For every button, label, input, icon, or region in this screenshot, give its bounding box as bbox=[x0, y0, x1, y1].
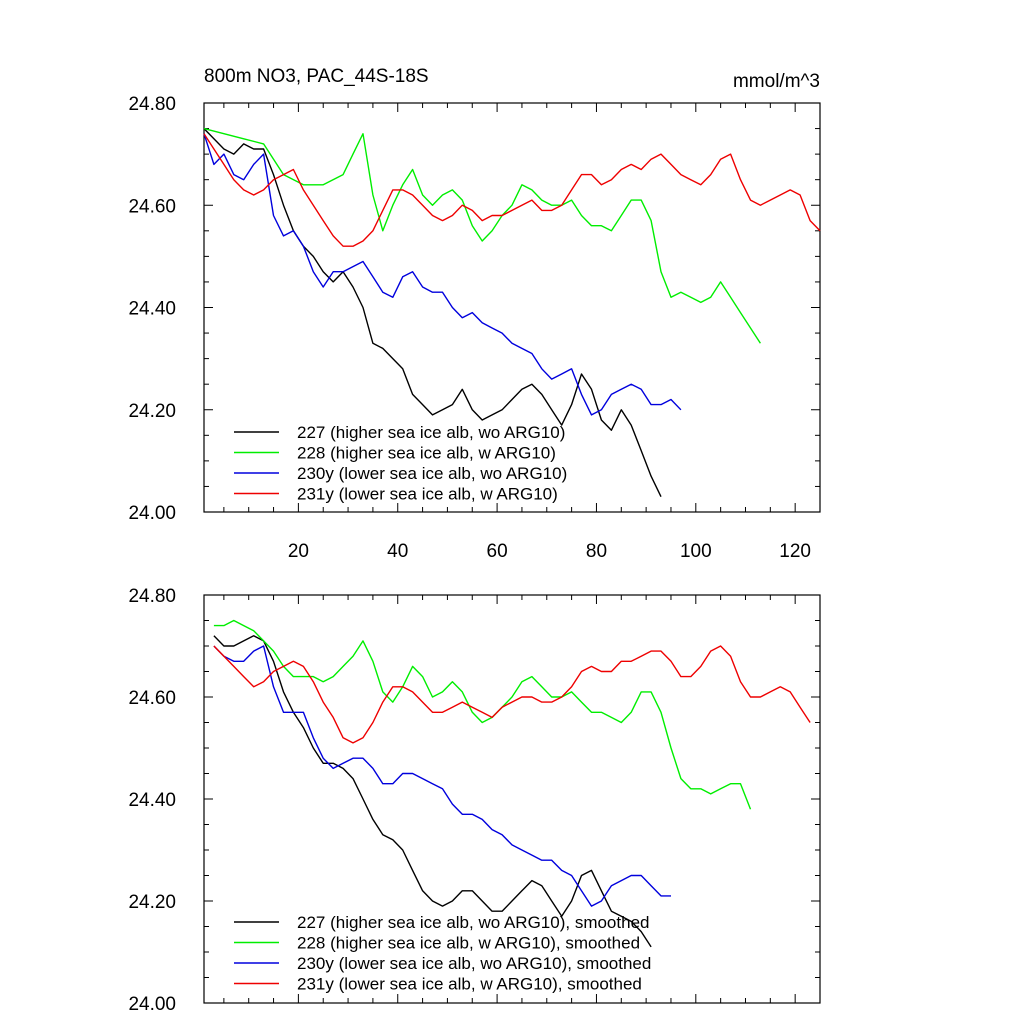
legend-label-1: 227 (higher sea ice alb, wo ARG10) bbox=[297, 423, 565, 442]
y-tick-label: 24.00 bbox=[128, 503, 176, 524]
y-tick-label: 24.80 bbox=[128, 586, 176, 607]
y-tick-label: 24.60 bbox=[128, 196, 176, 217]
y-tick-label: 24.60 bbox=[128, 688, 176, 709]
series-line-2 bbox=[203, 127, 761, 344]
x-tick-label: 80 bbox=[586, 541, 607, 562]
units-label: mmol/m^3 bbox=[733, 71, 820, 92]
legend-label-1: 227 (higher sea ice alb, wo ARG10), smoo… bbox=[297, 913, 649, 932]
y-tick-label: 24.40 bbox=[128, 299, 176, 320]
legend-label-2: 228 (higher sea ice alb, w ARG10) bbox=[297, 444, 556, 463]
y-tick-label: 24.20 bbox=[128, 401, 176, 422]
top-panel: 20 40 60 80 100 120 24.00 24.20 24.40 24.60 24.80 2… bbox=[128, 94, 821, 562]
legend-label-4: 231y (lower sea ice alb, w ARG10) bbox=[297, 485, 558, 504]
chart-title: 800m NO3, PAC_44S-18S bbox=[204, 66, 429, 87]
y-tick-label: 24.00 bbox=[128, 994, 176, 1015]
x-tick-label: 100 bbox=[680, 541, 712, 562]
legend-label-2: 228 (higher sea ice alb, w ARG10), smoot… bbox=[297, 934, 640, 953]
series-line-2 bbox=[213, 619, 752, 810]
legend-label-4: 231y (lower sea ice alb, w ARG10), smoot… bbox=[297, 975, 642, 994]
series-line-4 bbox=[213, 645, 811, 744]
x-tick-label: 40 bbox=[387, 541, 408, 562]
series-line-1 bbox=[213, 635, 652, 948]
x-tick-label: 60 bbox=[487, 541, 508, 562]
bottom-panel: 24.00 24.20 24.40 24.60 24.80 227 (higher sea… bbox=[128, 586, 821, 1015]
y-tick-label: 24.20 bbox=[128, 892, 176, 913]
series-line-1 bbox=[203, 128, 662, 498]
legend-label-3: 230y (lower sea ice alb, wo ARG10) bbox=[297, 464, 567, 483]
y-tick-label: 24.80 bbox=[128, 94, 176, 115]
y-tick-label: 24.40 bbox=[128, 790, 176, 811]
legend-label-3: 230y (lower sea ice alb, wo ARG10), smoo… bbox=[297, 954, 651, 973]
series-line-3 bbox=[213, 645, 671, 907]
x-tick-label: 120 bbox=[779, 541, 811, 562]
series-line-4 bbox=[203, 133, 821, 247]
series-line-3 bbox=[203, 133, 682, 416]
x-tick-label: 20 bbox=[288, 541, 309, 562]
